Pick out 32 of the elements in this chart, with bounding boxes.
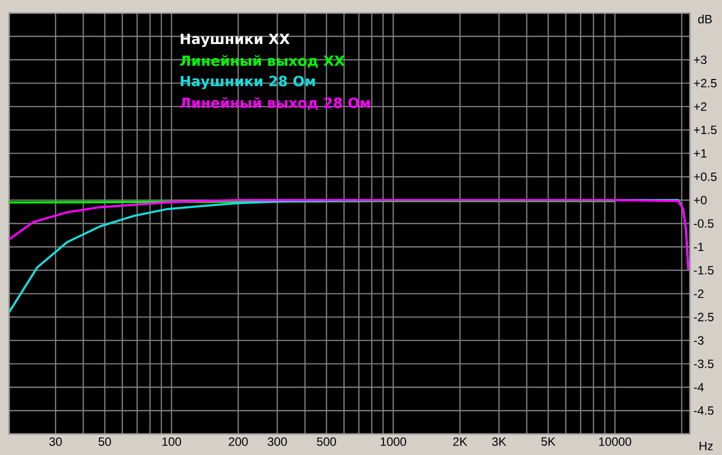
y-axis-title: dB [698, 14, 712, 24]
legend-label: Наушники XX [180, 34, 290, 47]
y-tick-label: -4.5 [694, 406, 714, 415]
y-tick-label: +1 [694, 149, 706, 158]
x-tick-label: 2K [453, 437, 468, 446]
y-tick-label: -2.5 [694, 312, 714, 322]
y-tick-label: -3 [694, 336, 704, 345]
text: Линейный выход XX [180, 55, 345, 68]
x-tick-label: 5K [541, 437, 556, 446]
y-tick-label: -4 [694, 383, 704, 392]
x-tick-label: 200 [228, 437, 248, 446]
y-tick-label: -1 [694, 242, 704, 252]
y-tick-label: +3 [694, 56, 707, 64]
x-tick-label: 50 [98, 437, 111, 446]
x-axis-title: Hz [700, 442, 713, 450]
y-tick-label: +0.5 [694, 172, 717, 181]
x-tick-label: 500 [316, 437, 336, 446]
y-tick-label: +0 [694, 196, 707, 204]
y-tick-label: -0.5 [694, 219, 714, 228]
x-tick-label: 100 [162, 437, 182, 446]
x-tick-label: 3K [492, 437, 506, 446]
x-tick-label: 300 [268, 437, 287, 446]
y-tick-label: +2 [694, 102, 706, 111]
x-tick-label: 30 [49, 437, 62, 446]
y-tick-label: -1.5 [694, 266, 714, 274]
x-tick-label: 10000 [599, 437, 632, 446]
y-tick-label: -2 [694, 289, 704, 298]
y-tick-label: +2.5 [694, 78, 717, 88]
y-tick-label: +1.5 [694, 126, 717, 134]
y-tick-label: -3.5 [694, 360, 714, 368]
text: Линейный выход 28 Ом [180, 97, 370, 110]
x-tick-label: 1000 [380, 437, 406, 446]
